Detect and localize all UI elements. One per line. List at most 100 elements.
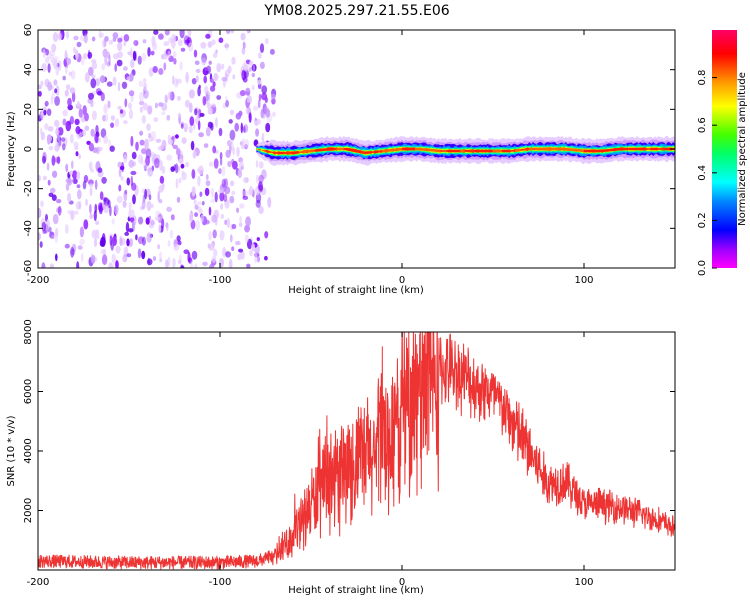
heatmap-noise-cell	[255, 199, 261, 208]
heatmap-noise-cell	[176, 95, 181, 101]
heatmap-noise-cell	[56, 207, 62, 214]
heatmap-noise-cell	[114, 63, 117, 72]
heatmap-noise-cell	[208, 60, 212, 65]
heatmap-noise-cell	[122, 254, 128, 263]
heatmap-noise-cell	[71, 91, 76, 103]
heatmap-noise-cell	[252, 105, 259, 111]
heatmap-noise-cell	[229, 109, 235, 116]
heatmap-noise-cell	[157, 213, 163, 224]
heatmap-noise-cell	[39, 127, 43, 135]
heatmap-noise-cell	[141, 52, 147, 62]
heatmap-noise-cell	[117, 37, 123, 43]
heatmap-noise-cell	[199, 112, 205, 117]
heatmap-noise-cell	[241, 47, 246, 55]
heatmap-noise-cell	[198, 132, 204, 138]
heatmap-noise-cell	[221, 76, 227, 82]
heatmap-noise-cell	[177, 112, 181, 118]
heatmap-noise-cell	[137, 154, 143, 164]
heatmap-noise-cell	[207, 107, 213, 115]
heatmap-noise-cell	[261, 92, 268, 101]
heatmap-noise-cell	[65, 182, 70, 191]
heatmap-noise-cell	[159, 159, 163, 171]
heatmap-noise-cell	[98, 30, 102, 39]
heatmap-noise-cell	[154, 154, 161, 164]
heatmap-noise-cell	[246, 263, 251, 268]
heatmap-noise-cell	[91, 61, 98, 70]
heatmap-noise-cell	[154, 158, 160, 169]
heatmap-noise-cell	[205, 33, 211, 39]
heatmap-noise-cell	[150, 220, 155, 226]
heatmap-noise-cell	[267, 197, 272, 208]
heatmap-noise-cell	[200, 41, 207, 49]
heatmap-noise-cell	[207, 41, 213, 48]
heatmap-noise-cell	[56, 199, 62, 204]
heatmap-noise-cell	[245, 216, 252, 227]
heatmap-noise-cell	[95, 88, 102, 95]
heatmap-noise-cell	[148, 67, 154, 77]
heatmap-noise-cell	[91, 110, 97, 121]
heatmap-noise-cell	[112, 76, 117, 86]
heatmap-noise-cell	[232, 74, 236, 80]
heatmap-noise-cell	[151, 165, 155, 172]
heatmap-y-tick-label: -40	[23, 220, 34, 236]
heatmap-noise-cell	[69, 170, 73, 175]
heatmap-noise-cell	[184, 39, 191, 44]
heatmap-noise-cell	[225, 251, 232, 258]
heatmap-noise-cell	[176, 196, 181, 203]
heatmap-noise-cell	[264, 231, 269, 239]
heatmap-noise-cell	[119, 109, 124, 114]
heatmap-noise-cell	[123, 154, 128, 163]
heatmap-noise-cell	[130, 47, 133, 58]
heatmap-noise-cell	[270, 93, 276, 100]
heatmap-noise-cell	[204, 219, 210, 225]
heatmap-noise-cell	[227, 160, 232, 168]
heatmap-noise-cell	[146, 200, 152, 211]
heatmap-noise-cell	[39, 241, 43, 248]
snr-y-tick-label: 6000	[23, 379, 34, 404]
heatmap-noise-cell	[117, 41, 123, 51]
heatmap-noise-cell	[115, 260, 119, 268]
heatmap-noise-cell	[64, 243, 70, 249]
heatmap-noise-cell	[44, 100, 49, 107]
heatmap-noise-cell	[108, 262, 113, 268]
heatmap-noise-cell	[88, 142, 94, 152]
heatmap-noise-cell	[207, 243, 211, 249]
heatmap-noise-cell	[204, 187, 210, 197]
heatmap-noise-cell	[64, 89, 69, 97]
heatmap-noise-cell	[126, 177, 131, 186]
heatmap-noise-cell	[78, 153, 81, 160]
heatmap-noise-cell	[226, 140, 232, 147]
heatmap-noise-cell	[209, 263, 215, 268]
heatmap-noise-cell	[157, 244, 161, 250]
colorbar-tick-label: 0.0	[697, 260, 708, 276]
heatmap-noise-cell	[224, 186, 231, 195]
heatmap-noise-cell	[218, 37, 224, 43]
heatmap-noise-cell	[46, 134, 53, 143]
heatmap-noise-cell	[244, 138, 249, 150]
heatmap-ridge-peak	[515, 148, 521, 152]
heatmap-noise-cell	[211, 39, 216, 46]
heatmap-noise-cell	[213, 248, 218, 257]
heatmap-noise-cell	[53, 79, 58, 86]
heatmap-noise-cell	[124, 98, 128, 108]
heatmap-noise-cell	[38, 207, 42, 219]
heatmap-noise-cell	[187, 30, 192, 38]
heatmap-noise-cell	[100, 128, 107, 139]
heatmap-noise-cell	[152, 42, 158, 51]
heatmap-noise-cell	[142, 39, 147, 44]
heatmap-y-axis-label: Frequency (Hz)	[6, 111, 17, 187]
heatmap-noise-cell	[42, 155, 46, 164]
heatmap-y-tick-label: -60	[23, 260, 34, 276]
heatmap-noise-cell	[248, 60, 254, 67]
heatmap-noise-cell	[239, 160, 244, 171]
heatmap-noise-cell	[131, 209, 135, 218]
heatmap-noise-cell	[83, 219, 89, 230]
heatmap-noise-cell	[101, 63, 106, 71]
heatmap-noise-cell	[238, 248, 244, 253]
heatmap-noise-cell	[195, 75, 199, 83]
heatmap-noise-cell	[239, 203, 245, 209]
heatmap-noise-cell	[197, 175, 201, 187]
heatmap-noise-cell	[147, 105, 153, 115]
heatmap-noise-cell	[201, 57, 207, 66]
